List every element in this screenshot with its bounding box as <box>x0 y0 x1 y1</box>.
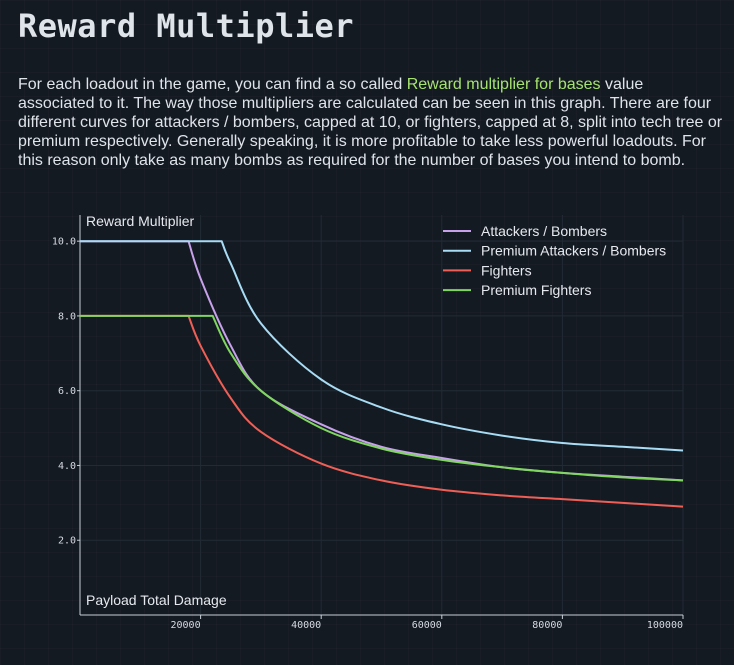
legend-label: Fighters <box>481 262 532 278</box>
y-tick-label: 6.0 <box>58 386 76 397</box>
y-axis-title: Reward Multiplier <box>86 213 194 229</box>
page-title: Reward Multiplier <box>18 7 355 45</box>
x-tick-label: 100000 <box>647 620 683 631</box>
series-line-premium-fighters <box>80 314 684 482</box>
legend-label: Attackers / Bombers <box>481 223 607 239</box>
x-axis-title: Payload Total Damage <box>86 592 227 608</box>
y-tick-label: 10.0 <box>52 237 76 248</box>
x-tick-label: 20000 <box>170 620 200 631</box>
x-tick-label: 80000 <box>532 620 562 631</box>
series-line-premium-attackers-bombers <box>80 240 684 452</box>
y-tick-label: 4.0 <box>58 461 76 472</box>
legend-label: Premium Fighters <box>481 282 591 298</box>
reward-multiplier-highlight: Reward multiplier for bases <box>406 76 601 93</box>
y-tick-label: 8.0 <box>58 311 76 322</box>
y-tick-label: 2.0 <box>58 536 76 547</box>
intro-text-after: value associated to it. The way those mu… <box>18 76 723 169</box>
reward-multiplier-chart: 2.0 4.0 6.0 8.0 10.0 20000 40000 60000 80000 1000… <box>52 213 684 631</box>
series-line-fighters <box>80 314 684 508</box>
legend-label: Premium Attackers / Bombers <box>481 243 666 259</box>
x-tick-label: 40000 <box>291 620 321 631</box>
intro-text-before: For each loadout in the game, you can fi… <box>18 76 407 93</box>
intro-paragraph: For each loadout in the game, you can fi… <box>18 75 724 170</box>
x-tick-label: 60000 <box>412 620 442 631</box>
